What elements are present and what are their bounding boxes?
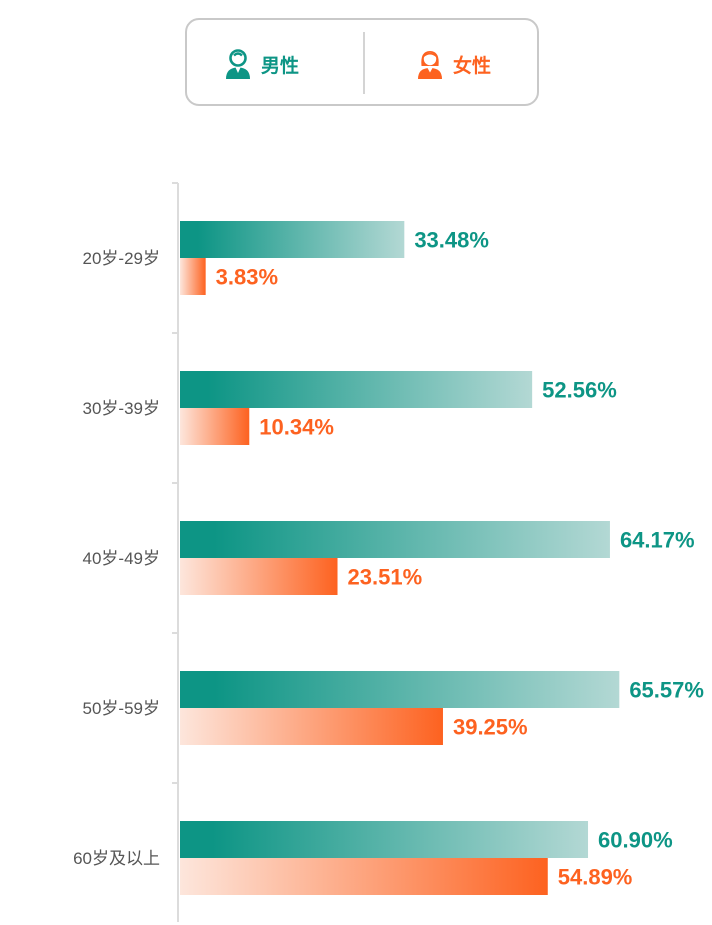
category-label: 60岁及以上 (73, 849, 160, 868)
category-label: 50岁-59岁 (83, 699, 160, 718)
male-value-label: 60.90% (598, 828, 673, 853)
female-bar (180, 258, 206, 295)
female-value-label: 10.34% (259, 415, 334, 440)
category-label: 40岁-49岁 (83, 549, 160, 568)
female-bar (180, 708, 443, 745)
male-bar (180, 371, 533, 408)
male-value-label: 33.48% (414, 228, 489, 253)
legend-item-male: 男性 (223, 48, 299, 80)
male-bar (180, 221, 405, 258)
male-value-label: 64.17% (620, 528, 695, 553)
female-person-icon (418, 51, 442, 79)
female-value-label: 3.83% (216, 265, 278, 290)
bars (180, 221, 620, 895)
male-value-label: 52.56% (542, 378, 617, 403)
male-value-label: 65.57% (629, 678, 704, 703)
female-bar (180, 558, 338, 595)
female-value-label: 39.25% (453, 715, 528, 740)
male-bar (180, 521, 610, 558)
male-bar (180, 671, 620, 708)
category-labels: 20岁-29岁 30岁-39岁 40岁-49岁 50岁-59岁 60岁及以上 (73, 249, 160, 868)
female-value-label: 23.51% (348, 565, 423, 590)
male-person-icon (226, 49, 250, 79)
legend-item-female: 女性 (415, 48, 491, 80)
legend-divider (363, 32, 365, 94)
y-axis-ticks (172, 182, 178, 784)
legend-female-label: 女性 (453, 55, 492, 77)
legend-male-label: 男性 (261, 55, 300, 77)
value-labels: 33.48% 3.83% 52.56% 10.34% 64.17% 23.51% 65.57… (216, 228, 704, 890)
category-label: 20岁-29岁 (83, 249, 160, 268)
female-bar (180, 408, 250, 445)
category-label: 30岁-39岁 (83, 399, 160, 418)
male-bar (180, 821, 589, 858)
female-value-label: 54.89% (558, 865, 633, 890)
legend: 男性 女性 (185, 18, 539, 106)
female-bar (180, 858, 548, 895)
